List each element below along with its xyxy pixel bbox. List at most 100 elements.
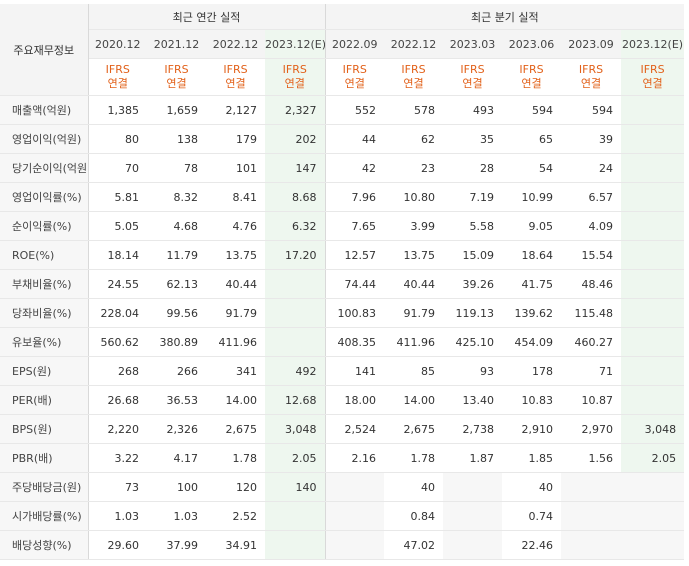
value-cell: 10.83 [502, 385, 562, 415]
value-cell: 578 [384, 95, 444, 125]
table-row: 주당배당금(원) 73 100 120 140 40 40 [0, 472, 685, 502]
ifrs-header: IFRS 연결 [265, 58, 326, 96]
row-label: 당기순이익(억원) [0, 153, 89, 183]
value-cell: 2.05 [265, 443, 326, 473]
financial-summary-table: 주요재무정보 최근 연간 실적 최근 분기 실적 2020.12 2021.12 2… [0, 4, 685, 560]
value-cell [561, 472, 622, 502]
value-cell: 4.09 [561, 211, 622, 241]
value-cell: 78 [147, 153, 206, 183]
value-cell: 2,675 [206, 414, 265, 444]
row-label: 영업이익률(%) [0, 182, 89, 212]
row-label: 주당배당금(원) [0, 472, 89, 502]
period-header: 2023.12(E) [265, 29, 326, 59]
value-cell: 10.99 [502, 182, 562, 212]
value-cell: 147 [265, 153, 326, 183]
value-cell: 28 [443, 153, 503, 183]
ifrs-header: IFRS 연결 [502, 58, 562, 96]
value-cell: 5.58 [443, 211, 503, 241]
value-cell: 266 [147, 356, 206, 386]
value-cell: 2.16 [324, 443, 385, 473]
value-cell: 8.41 [206, 182, 265, 212]
value-cell: 115.48 [561, 298, 622, 328]
value-cell [561, 530, 622, 560]
value-cell: 3,048 [621, 414, 685, 444]
consolidated-label: 연결 [403, 77, 424, 90]
row-label: 부채비율(%) [0, 269, 89, 299]
consolidated-label: 연결 [107, 77, 128, 90]
value-cell [265, 530, 326, 560]
value-cell: 202 [265, 124, 326, 154]
corner-label: 주요재무정보 [0, 4, 89, 96]
value-cell: 91.79 [384, 298, 444, 328]
ifrs-header: IFRS 연결 [621, 58, 685, 96]
value-cell: 17.20 [265, 240, 326, 270]
value-cell: 179 [206, 124, 265, 154]
value-cell [324, 530, 385, 560]
value-cell: 0.84 [384, 501, 444, 531]
value-cell: 2.05 [621, 443, 685, 473]
value-cell: 0.74 [502, 501, 562, 531]
value-cell [324, 472, 385, 502]
value-cell: 14.00 [384, 385, 444, 415]
ifrs-label: IFRS [105, 63, 130, 76]
ifrs-label: IFRS [578, 63, 604, 76]
value-cell: 411.96 [206, 327, 265, 357]
value-cell [265, 298, 326, 328]
value-cell: 411.96 [384, 327, 444, 357]
value-cell: 18.00 [324, 385, 385, 415]
ifrs-header: IFRS 연결 [88, 58, 147, 96]
value-cell [621, 124, 685, 154]
value-cell: 594 [502, 95, 562, 125]
value-cell [561, 501, 622, 531]
ifrs-header: IFRS 연결 [443, 58, 503, 96]
value-cell: 2,327 [265, 95, 326, 125]
value-cell: 18.64 [502, 240, 562, 270]
value-cell: 552 [324, 95, 385, 125]
value-cell: 12.68 [265, 385, 326, 415]
value-cell: 4.68 [147, 211, 206, 241]
ifrs-header: IFRS 연결 [384, 58, 444, 96]
value-cell: 24.55 [88, 269, 147, 299]
value-cell: 40.44 [384, 269, 444, 299]
table-row: 부채비율(%) 24.55 62.13 40.44 74.44 40.44 39.26 41.… [0, 269, 685, 299]
value-cell: 493 [443, 95, 503, 125]
value-cell: 8.32 [147, 182, 206, 212]
ifrs-row: IFRS 연결 IFRS 연결 IFRS 연결 IFRS 연결 IFRS 연결 IFRS 연결 IFRS… [0, 58, 685, 96]
ifrs-label: IFRS [401, 63, 426, 76]
value-cell: 99.56 [147, 298, 206, 328]
value-cell: 35 [443, 124, 503, 154]
consolidated-label: 연결 [166, 77, 187, 90]
value-cell: 10.80 [384, 182, 444, 212]
table-row: ROE(%) 18.14 11.79 13.75 17.20 12.57 13.75 15.0… [0, 240, 685, 270]
value-cell: 37.99 [147, 530, 206, 560]
value-cell: 18.14 [88, 240, 147, 270]
row-label: 영업이익(억원) [0, 124, 89, 154]
value-cell [265, 327, 326, 357]
value-cell [443, 530, 503, 560]
value-cell: 4.17 [147, 443, 206, 473]
value-cell: 100 [147, 472, 206, 502]
value-cell [621, 472, 685, 502]
value-cell [265, 269, 326, 299]
consolidated-label: 연결 [580, 77, 602, 90]
row-label: BPS(원) [0, 414, 89, 444]
row-label: EPS(원) [0, 356, 89, 386]
value-cell [621, 182, 685, 212]
value-cell: 39 [561, 124, 622, 154]
value-cell: 5.81 [88, 182, 147, 212]
value-cell [621, 153, 685, 183]
value-cell: 80 [88, 124, 147, 154]
row-label: 시가배당률(%) [0, 501, 89, 531]
value-cell: 228.04 [88, 298, 147, 328]
value-cell: 1.78 [384, 443, 444, 473]
value-cell: 408.35 [324, 327, 385, 357]
table-row: 영업이익(억원) 80 138 179 202 44 62 35 65 39 [0, 124, 685, 154]
value-cell: 5.05 [88, 211, 147, 241]
value-cell: 7.96 [324, 182, 385, 212]
table-row: 매출액(억원) 1,385 1,659 2,127 2,327 552 578 493 594 5… [0, 95, 685, 125]
ifrs-header: IFRS 연결 [561, 58, 622, 96]
value-cell: 138 [147, 124, 206, 154]
table-row: 당좌비율(%) 228.04 99.56 91.79 100.83 91.79 119.13… [0, 298, 685, 328]
value-cell: 9.05 [502, 211, 562, 241]
value-cell: 119.13 [443, 298, 503, 328]
